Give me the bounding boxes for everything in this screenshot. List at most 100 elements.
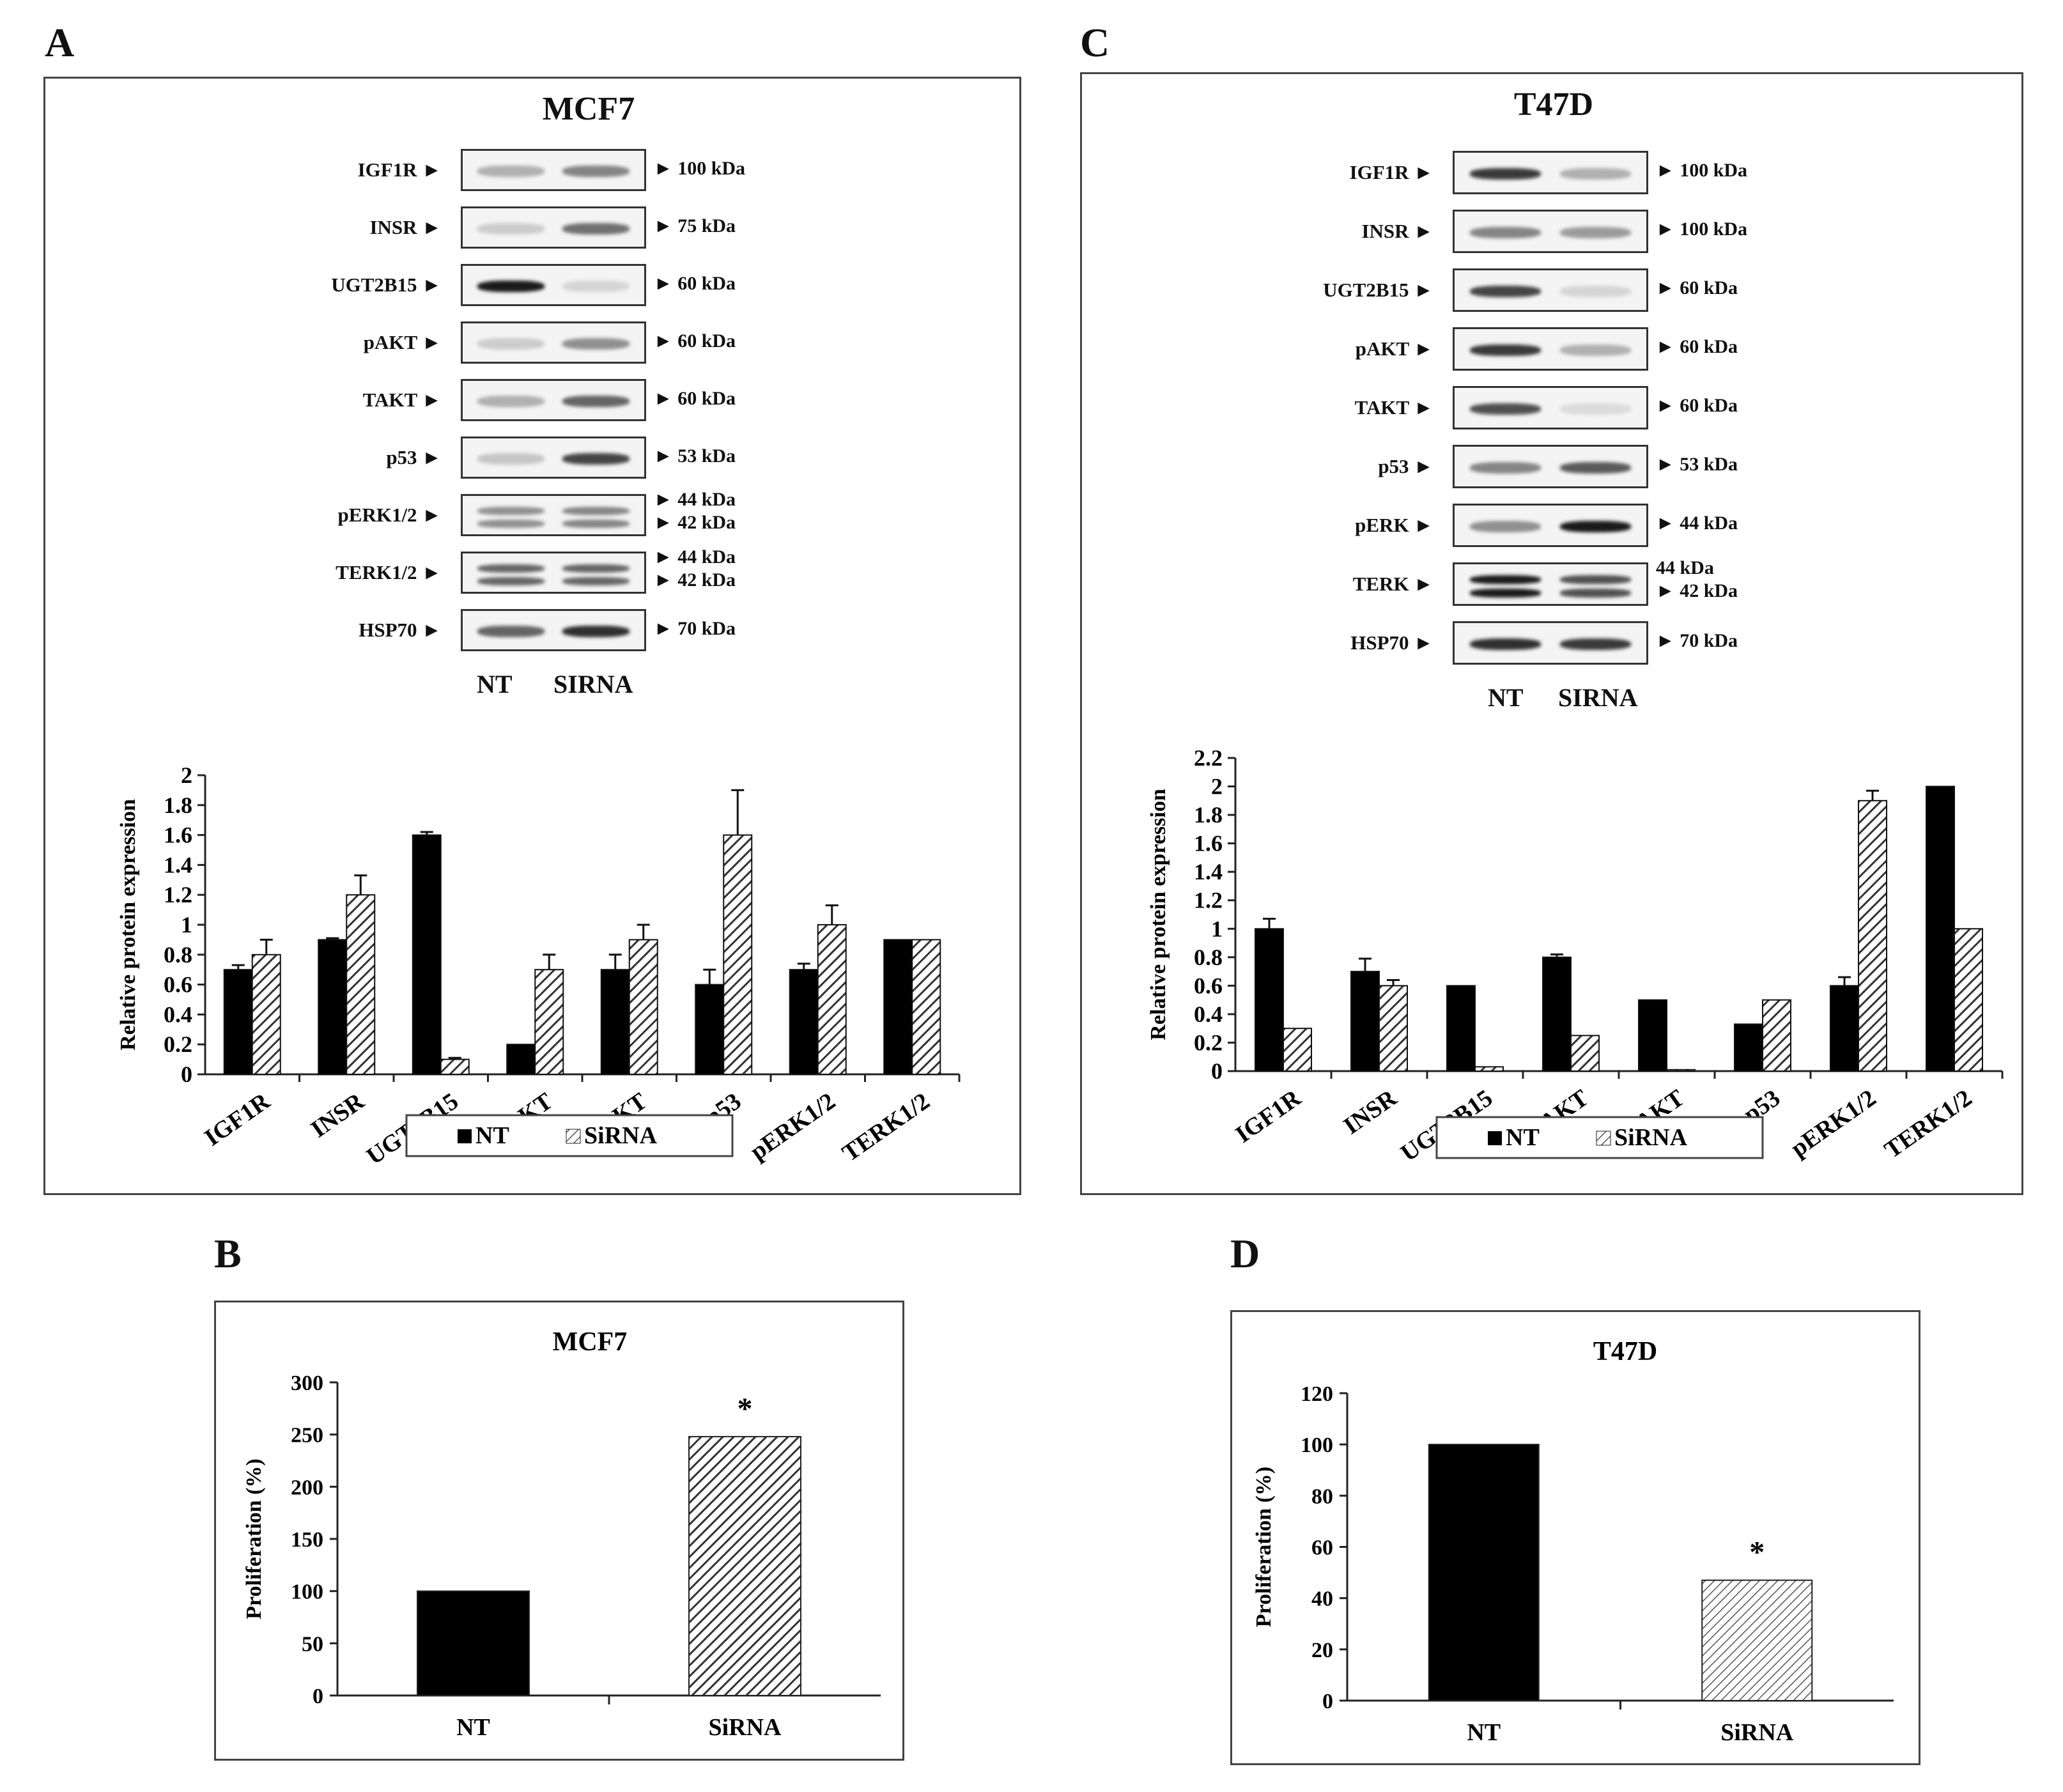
bar-sirna (346, 894, 376, 1075)
protein-band (477, 520, 545, 529)
blot-protein-label: TAKT ► (362, 389, 442, 411)
blot-protein-label: INSR ► (1361, 220, 1433, 242)
molecular-weight-label: ► 44 kDa (654, 489, 736, 510)
blot-membrane (1453, 151, 1648, 194)
molecular-weight-label: ► 60 kDa (1656, 336, 1738, 357)
molecular-weight-label: ► 44 kDa (1656, 513, 1738, 534)
protein-band (1560, 226, 1631, 239)
legend-label-nt: NT (1506, 1124, 1540, 1151)
molecular-weight-label: ► 100 kDa (654, 158, 746, 179)
bar-nt (1542, 956, 1572, 1072)
bar-nt (412, 834, 442, 1075)
panel-a-frame: MCF7 IGF1R ► ► 100 kDa INSR ► ► 75 kDa UGT2B… (43, 77, 1021, 1195)
x-tick-label: pERK1/2 (745, 1088, 840, 1166)
bar-nt (1638, 999, 1667, 1072)
y-tick-label: 0 (1322, 1690, 1333, 1713)
blot-membrane (461, 379, 646, 421)
protein-band (1470, 638, 1541, 651)
protein-band (1560, 344, 1631, 357)
blot-row: p53 ► ► 53 kDa (386, 436, 736, 479)
bar-nt (883, 939, 913, 1075)
legend-swatch-sirna (1596, 1131, 1611, 1146)
x-tick-label: NT (1467, 1719, 1501, 1746)
protein-band (1560, 285, 1631, 298)
blot-membrane (461, 494, 646, 536)
y-tick-label: 1.8 (164, 792, 192, 818)
molecular-weight-label: ► 60 kDa (654, 273, 736, 294)
legend-label-sirna: SiRNA (1614, 1124, 1688, 1151)
protein-band (1470, 167, 1541, 180)
molecular-weight-label: ► 75 kDa (654, 215, 736, 236)
panel-d-frame: T47D 0 20 40 60 80 100 120 Proliferation (%) NT Si… (1230, 1310, 1920, 1765)
chart-title: MCF7 (553, 1327, 628, 1357)
bar-nt (318, 939, 348, 1075)
bar-sirna (628, 939, 658, 1075)
lane-label: NT (477, 670, 513, 699)
molecular-weight-label: ► 70 kDa (1656, 630, 1738, 651)
y-tick-label: 200 (291, 1476, 323, 1499)
blot-row: UGT2B15 ► ► 60 kDa (331, 264, 736, 306)
bar-nt (506, 1044, 536, 1076)
molecular-weight-label: ► 42 kDa (654, 569, 736, 591)
blot-row: p53 ► ► 53 kDa (1378, 445, 1738, 488)
blot-membrane (461, 609, 646, 651)
blot-row: UGT2B15 ► ► 60 kDa (1323, 268, 1738, 312)
bar-sirna (1954, 928, 1983, 1072)
x-tick-label: SiRNA (1720, 1719, 1794, 1746)
blot-membrane (1453, 210, 1648, 253)
blot-protein-label: pAKT ► (363, 331, 442, 353)
bar-sirna (1858, 799, 1887, 1072)
bar-sirna (534, 969, 564, 1076)
y-tick-label: 300 (291, 1371, 323, 1395)
panel-letter-c: C (1080, 20, 1110, 65)
western-blot-c: IGF1R ► ► 100 kDa INSR ► ► 100 kDa UGT2B15 ►… (1323, 151, 1747, 764)
blot-membrane (461, 149, 646, 191)
blot-title: T47D (1513, 86, 1594, 123)
blot-protein-label: IGF1R ► (357, 158, 442, 181)
lane-label: NT (1488, 683, 1524, 712)
bar-nt (223, 969, 253, 1076)
y-tick-label: 0 (313, 1685, 323, 1708)
bar-nt (600, 969, 630, 1076)
protein-band (1560, 638, 1631, 651)
molecular-weight-label: ► 42 kDa (1656, 580, 1738, 601)
y-axis-label: Relative protein expression (116, 799, 140, 1051)
bar-sirna (688, 1435, 801, 1697)
protein-band (1560, 520, 1631, 533)
bar-nt (1926, 785, 1955, 1072)
bar-sirna (1379, 985, 1408, 1072)
bar-sirna (1666, 1069, 1696, 1072)
blot-protein-label: pERK ► (1355, 514, 1433, 536)
blot-membrane (1453, 386, 1648, 429)
bar-chart-c: 0 0.2 0.4 0.6 0.8 1 1.2 1.4 1.6 1.8 2 2.2 Relative p… (1147, 745, 2004, 1167)
blot-row: pAKT ► ► 60 kDa (1356, 327, 1738, 371)
molecular-weight-label: ► 42 kDa (654, 512, 736, 533)
blot-protein-label: UGT2B15 ► (1323, 279, 1433, 301)
bar-nt (695, 984, 725, 1075)
y-tick-label: 50 (302, 1632, 323, 1656)
blot-membrane (1453, 562, 1648, 606)
protein-band (562, 625, 630, 637)
y-tick-label: 2 (181, 762, 192, 788)
y-tick-label: 120 (1301, 1382, 1333, 1406)
lane-label: SIRNA (1558, 683, 1638, 712)
blot-row: pERK ► ► 44 kDa (1355, 504, 1738, 547)
blot-protein-label: pERK1/2 ► (337, 504, 442, 526)
protein-band (1560, 589, 1631, 598)
x-tick-label: INSR (1339, 1085, 1402, 1140)
protein-band (1470, 520, 1541, 533)
blot-membrane (1453, 504, 1648, 547)
blot-protein-label: p53 ► (386, 446, 442, 468)
y-tick-label: 1.4 (164, 852, 192, 877)
panel-letter-d: D (1230, 1231, 1260, 1276)
blot-membrane (1453, 327, 1648, 371)
blot-membrane (461, 264, 646, 306)
bar-chart-d: T47D 0 20 40 60 80 100 120 Proliferation (%) NT Si… (1252, 1337, 1894, 1746)
panel-letter-b: B (214, 1231, 242, 1276)
protein-band (562, 165, 630, 177)
panel-c-frame: T47D IGF1R ► ► 100 kDa INSR ► ► 100 kDa UGT2… (1080, 72, 2023, 1195)
legend-swatch-nt (1488, 1131, 1502, 1145)
protein-band (1470, 344, 1541, 357)
y-tick-label: 40 (1311, 1587, 1333, 1611)
blot-row: IGF1R ► ► 100 kDa (358, 149, 745, 191)
